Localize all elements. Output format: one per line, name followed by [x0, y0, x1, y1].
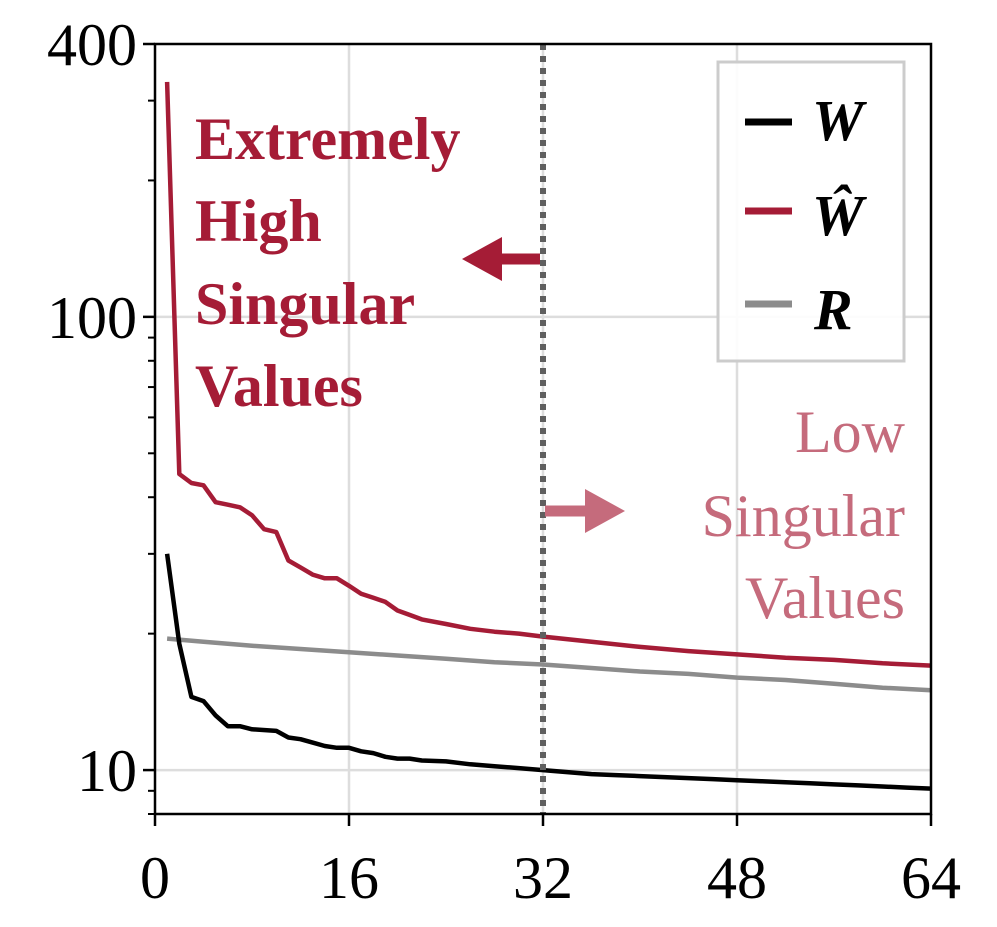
x-tick-label: 16	[319, 845, 379, 911]
left-annotation-line-3: Singular	[195, 271, 415, 337]
right-annotation: Low Singular Values	[702, 399, 906, 631]
y-tick-label: 10	[77, 738, 137, 804]
y-tick-label: 400	[47, 12, 137, 78]
left-annotation-line-4: Values	[195, 353, 363, 419]
series-line-r	[166, 636, 932, 693]
right-arrow-icon	[545, 489, 625, 533]
legend: W Ŵ R	[716, 60, 906, 363]
y-tick-label: 100	[47, 285, 137, 351]
legend-label-r: R	[813, 277, 853, 342]
left-annotation: Extremely High Singular Values	[195, 106, 460, 419]
left-annotation-line-2: High	[195, 188, 322, 254]
left-arrow-icon	[462, 237, 540, 281]
x-tick-label: 0	[140, 845, 170, 911]
legend-label-w-hat: Ŵ	[812, 183, 867, 248]
right-annotation-line-1: Low	[795, 399, 906, 465]
series-lines	[164, 81, 932, 791]
x-tick-label: 48	[707, 845, 767, 911]
x-tick-label: 64	[901, 845, 961, 911]
right-annotation-line-3: Values	[745, 565, 905, 631]
x-tick-label: 32	[513, 845, 573, 911]
legend-label-w: W	[812, 88, 867, 153]
y-axis-ticks: 10 100 400	[47, 12, 155, 815]
series-line-w	[164, 553, 932, 791]
right-annotation-line-2: Singular	[702, 483, 905, 549]
left-annotation-line-1: Extremely	[195, 106, 460, 172]
series-line-w-hat	[164, 81, 932, 668]
x-axis-ticks: 0 16 32 48 64	[140, 814, 961, 911]
